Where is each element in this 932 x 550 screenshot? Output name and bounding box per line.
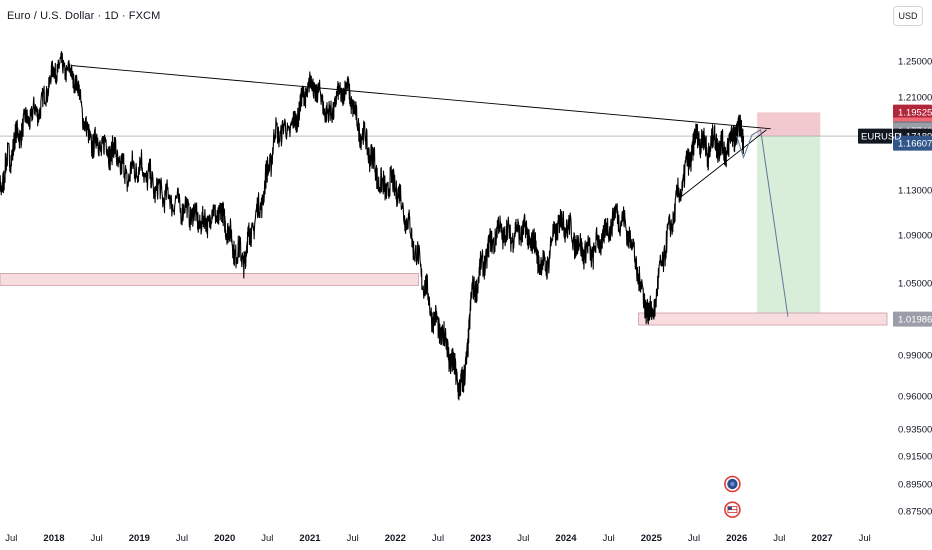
price-badge-bg <box>893 135 932 151</box>
price-badge-label: 1.19525 <box>898 108 932 119</box>
price-tick-label: 1.05000 <box>898 279 932 290</box>
price-tick-label: 1.09000 <box>898 231 932 242</box>
time-tick-label: Jul <box>347 533 359 544</box>
price-badge: 1.16607 <box>893 135 932 151</box>
time-tick-label: Jul <box>603 533 615 544</box>
currency-button[interactable]: USD <box>893 6 923 26</box>
time-tick-label: 2022 <box>385 533 406 544</box>
time-tick-label: Jul <box>517 533 529 544</box>
time-axis[interactable]: Jul 2018 Jul 2019 Jul 2020 Jul 2021 Jul 2022 Jul 20… <box>5 533 870 544</box>
price-tick-label: 0.96000 <box>898 392 932 403</box>
zones-layer <box>0 112 888 326</box>
price-badge: 1.19525 <box>893 104 932 120</box>
time-tick-label: 2021 <box>299 533 321 544</box>
time-tick-label: Jul <box>859 533 871 544</box>
time-tick-label: 2026 <box>726 533 747 544</box>
time-tick-label: 2023 <box>470 533 491 544</box>
price-badge-bg <box>893 104 932 120</box>
symbol-badge-bg <box>858 128 892 144</box>
projection-path <box>736 128 789 317</box>
symbol-badge: EURUSD <box>858 128 901 144</box>
support-zone-right <box>638 312 888 326</box>
price-badge-bg <box>893 311 932 327</box>
trendlines-layer <box>71 65 771 198</box>
time-tick-label: 2019 <box>129 533 150 544</box>
trendline-1 <box>71 65 771 130</box>
price-tick-label: 0.99000 <box>898 351 932 362</box>
price-tick-label: 0.93500 <box>898 425 932 436</box>
us-flag-event-icon <box>724 475 741 493</box>
price-tick-label: 1.21000 <box>898 93 932 104</box>
time-tick-label: 2020 <box>214 533 235 544</box>
price-line-layer <box>0 50 745 401</box>
trendline-2 <box>680 129 767 198</box>
time-tick-label: Jul <box>432 533 444 544</box>
time-tick-label: Jul <box>176 533 188 544</box>
price-badge-label: 1.16607 <box>898 139 932 150</box>
price-tick-label: 0.89500 <box>898 480 932 491</box>
time-tick-label: 2024 <box>555 533 577 544</box>
time-tick-label: 2027 <box>811 533 832 544</box>
eurusd-price-series <box>0 50 745 401</box>
price-tick-label: 1.25000 <box>898 57 932 68</box>
us-flag-event-icon <box>724 501 741 518</box>
price-badge-label: 1.01986 <box>898 315 932 326</box>
target-zone <box>757 136 821 320</box>
price-tick-label: 1.13000 <box>898 186 932 197</box>
time-tick-label: Jul <box>91 533 103 544</box>
events-layer <box>724 475 741 518</box>
symbol-badge-label: EURUSD <box>861 132 901 143</box>
stop-zone <box>757 112 821 137</box>
price-badge: 1.01986 <box>893 311 932 327</box>
price-axis[interactable]: 1.250001.210001.170001.130001.090001.050… <box>898 57 932 518</box>
time-tick-label: 2025 <box>641 533 663 544</box>
projection-layer <box>736 128 789 317</box>
time-tick-label: Jul <box>688 533 700 544</box>
price-badges: 1.195251.182681.178861.177401.171891.166… <box>858 104 932 327</box>
time-tick-label: 2018 <box>43 533 64 544</box>
time-tick-label: Jul <box>773 533 785 544</box>
price-tick-label: 0.91500 <box>898 452 932 463</box>
price-tick-label: 0.87500 <box>898 507 932 518</box>
event-flag-canton <box>727 506 732 510</box>
event-flag-dot <box>730 481 735 487</box>
support-zone-left <box>0 272 419 286</box>
time-tick-label: Jul <box>5 533 17 544</box>
chart-title: Euro / U.S. Dollar · 1D · FXCM <box>7 10 161 22</box>
time-tick-label: Jul <box>261 533 273 544</box>
